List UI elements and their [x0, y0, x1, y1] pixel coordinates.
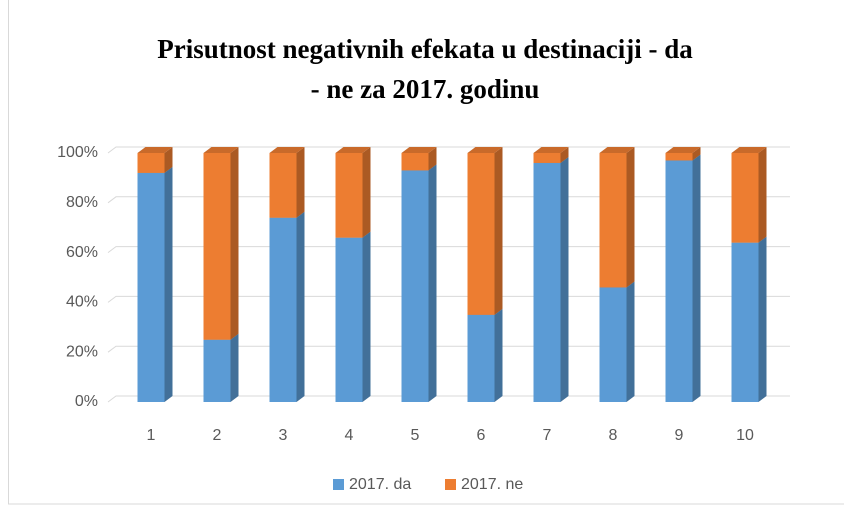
bar-front	[467, 314, 495, 402]
bar-top	[467, 147, 503, 153]
bar-segment	[203, 333, 239, 402]
bar-segment	[665, 154, 701, 402]
bar-side	[428, 164, 437, 402]
bar-segment	[269, 211, 305, 402]
bar-side	[230, 333, 239, 402]
legend-label: 2017. da	[349, 476, 411, 493]
bar-front	[203, 153, 231, 340]
bar-front	[203, 339, 231, 402]
x-tick-label: 1	[147, 427, 156, 444]
legend-label: 2017. ne	[461, 476, 523, 493]
bar-top	[203, 147, 239, 153]
bar-side	[758, 236, 767, 402]
bar-side	[560, 147, 569, 163]
y-tick-label: 20%	[66, 343, 98, 360]
bar-side	[494, 147, 503, 315]
bar-segment	[731, 147, 767, 243]
legend-swatch	[445, 479, 456, 490]
bar-segment	[467, 147, 503, 315]
bar-segment	[335, 147, 371, 238]
bar-front	[467, 153, 495, 315]
x-tick-label: 3	[279, 427, 288, 444]
bar-top	[599, 147, 635, 153]
bar-front	[599, 287, 627, 402]
bar-segment	[665, 147, 701, 161]
x-tick-label: 6	[477, 427, 486, 444]
bar-segment	[533, 147, 569, 163]
bar-segment	[731, 236, 767, 402]
bar-side	[758, 147, 767, 243]
bar-side	[362, 147, 371, 238]
chart-title: Prisutnost negativnih efekata u destinac…	[157, 34, 693, 64]
bar-front	[533, 153, 561, 163]
bar-top	[665, 147, 701, 153]
bar-segment	[599, 281, 635, 402]
x-tick-label: 5	[411, 427, 420, 444]
y-tick-label: 100%	[57, 144, 98, 161]
bar-top	[335, 147, 371, 153]
x-tick-label: 4	[345, 427, 354, 444]
bar-top	[269, 147, 305, 153]
x-tick-label: 7	[543, 427, 552, 444]
bar-segment	[335, 231, 371, 402]
bar-segment	[599, 147, 635, 288]
y-tick-label: 40%	[66, 294, 98, 311]
x-tick-label: 8	[609, 427, 618, 444]
bar-front	[137, 153, 165, 173]
bar-front	[665, 153, 693, 161]
bar-segment	[203, 147, 239, 340]
y-tick-label: 0%	[75, 393, 98, 410]
legend-swatch	[333, 479, 344, 490]
bar-side	[296, 147, 305, 218]
x-tick-label: 9	[675, 427, 684, 444]
bar-front	[335, 153, 363, 238]
y-tick-label: 60%	[66, 244, 98, 261]
bar-side	[626, 147, 635, 288]
bar-side	[296, 211, 305, 402]
bar-top	[137, 147, 173, 153]
bar-top	[731, 147, 767, 153]
bar-side	[560, 156, 569, 402]
bar-side	[692, 147, 701, 161]
bar-segment	[401, 147, 437, 171]
bar-front	[401, 153, 429, 171]
bar-top	[401, 147, 437, 153]
bar-side	[164, 166, 173, 402]
bar-front	[335, 237, 363, 402]
bar-front	[665, 160, 693, 402]
bar-front	[599, 153, 627, 288]
bar-front	[533, 162, 561, 402]
bar-front	[731, 153, 759, 243]
x-tick-label: 10	[736, 427, 754, 444]
bar-segment	[137, 166, 173, 402]
y-tick-label: 80%	[66, 194, 98, 211]
bar-side	[428, 147, 437, 171]
bar-side	[692, 154, 701, 402]
bar-side	[164, 147, 173, 173]
bar-segment	[137, 147, 173, 173]
x-tick-label: 2	[213, 427, 222, 444]
bar-front	[269, 217, 297, 402]
chart-title: - ne za 2017. godinu	[311, 74, 540, 104]
bar-front	[731, 242, 759, 402]
bar-top	[533, 147, 569, 153]
bar-front	[401, 170, 429, 402]
bar-front	[137, 172, 165, 402]
bar-side	[230, 147, 239, 340]
bar-side	[362, 231, 371, 402]
bar-side	[494, 308, 503, 402]
bar-side	[626, 281, 635, 402]
bar-segment	[533, 156, 569, 402]
bar-front	[269, 153, 297, 218]
bar-segment	[269, 147, 305, 218]
bar-segment	[401, 164, 437, 402]
bar-segment	[467, 308, 503, 402]
